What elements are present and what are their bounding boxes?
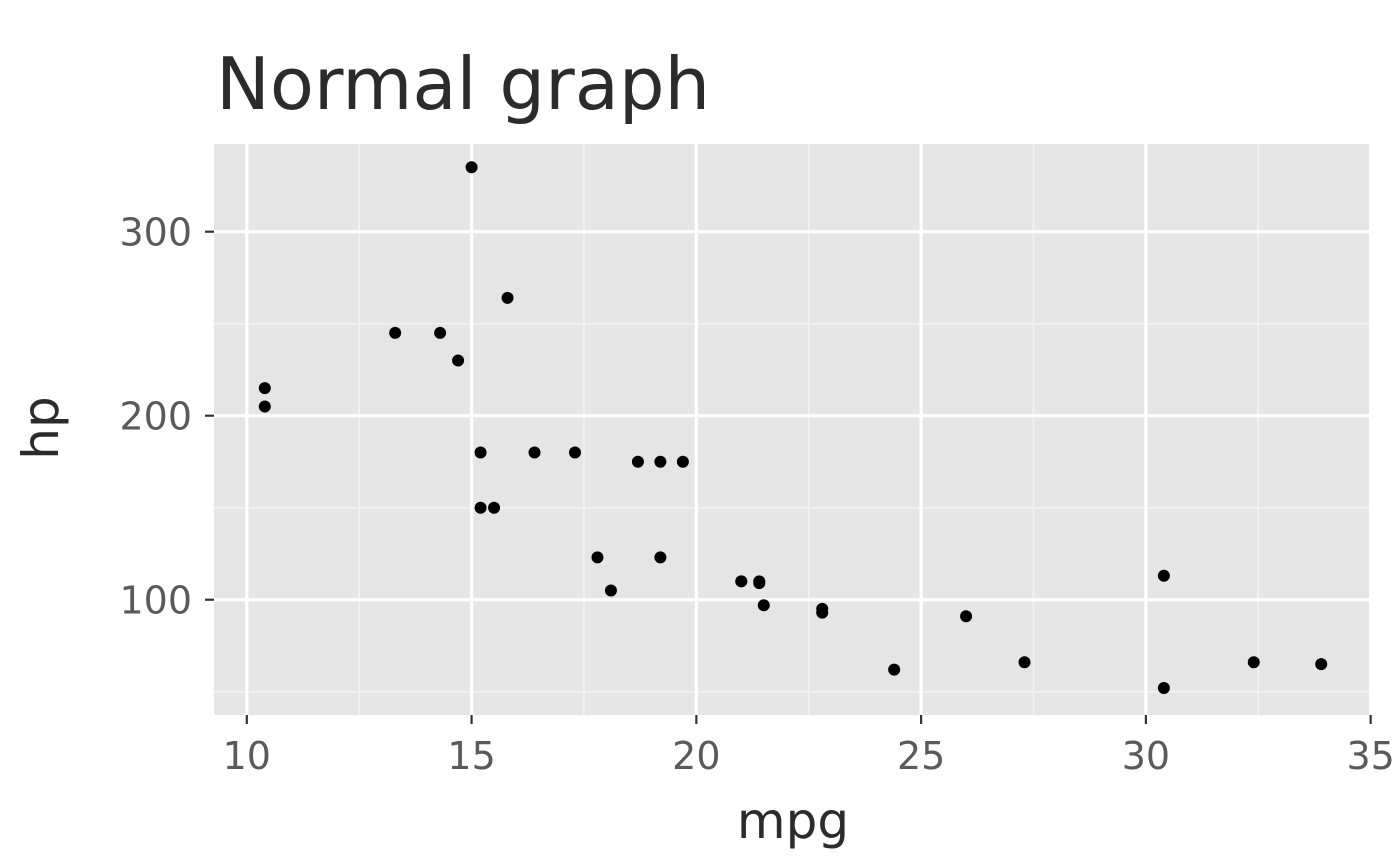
data-point: [488, 501, 501, 514]
x-tick-label: 20: [672, 734, 720, 778]
minor-gridlines: [214, 144, 1372, 715]
y-axis-tick-labels: 100 200 300: [119, 211, 192, 623]
y-tick-label: 300: [119, 211, 192, 255]
data-point: [528, 446, 541, 459]
data-point: [1247, 656, 1260, 669]
data-point: [568, 446, 581, 459]
data-point: [501, 291, 514, 304]
data-point: [465, 161, 478, 174]
x-tick-label: 30: [1122, 734, 1170, 778]
data-point: [753, 577, 766, 590]
data-point: [631, 455, 644, 468]
y-tick-label: 100: [119, 579, 192, 623]
data-point: [888, 663, 901, 676]
data-point: [389, 326, 402, 339]
data-point: [474, 501, 487, 514]
y-axis-title: hp: [12, 396, 70, 459]
data-point: [654, 455, 667, 468]
data-point: [434, 326, 447, 339]
data-point: [1315, 658, 1328, 671]
y-tick-label: 200: [119, 395, 192, 439]
data-point: [1157, 682, 1170, 695]
data-point: [676, 455, 689, 468]
data-point: [735, 575, 748, 588]
data-point: [960, 610, 973, 623]
x-axis-title: mpg: [737, 792, 849, 850]
x-axis-tick-labels: 10 15 20 25 30 35: [223, 734, 1395, 778]
chart-title: Normal graph: [216, 42, 710, 126]
x-tick-label: 10: [223, 734, 271, 778]
data-point: [1157, 569, 1170, 582]
x-tick-label: 15: [447, 734, 495, 778]
data-point: [604, 584, 617, 597]
plot-panel: [214, 144, 1372, 715]
data-point: [591, 551, 604, 564]
data-points: [258, 161, 1328, 695]
data-point: [452, 354, 465, 367]
major-gridlines: [214, 144, 1373, 715]
data-point: [474, 446, 487, 459]
data-point: [654, 551, 667, 564]
x-tick-label: 35: [1346, 734, 1394, 778]
data-point: [757, 599, 770, 612]
data-point: [258, 400, 271, 413]
axis-ticks: [205, 230, 1372, 724]
data-point: [1018, 656, 1031, 669]
data-point: [258, 382, 271, 395]
data-point: [816, 602, 829, 615]
x-tick-label: 25: [897, 734, 945, 778]
